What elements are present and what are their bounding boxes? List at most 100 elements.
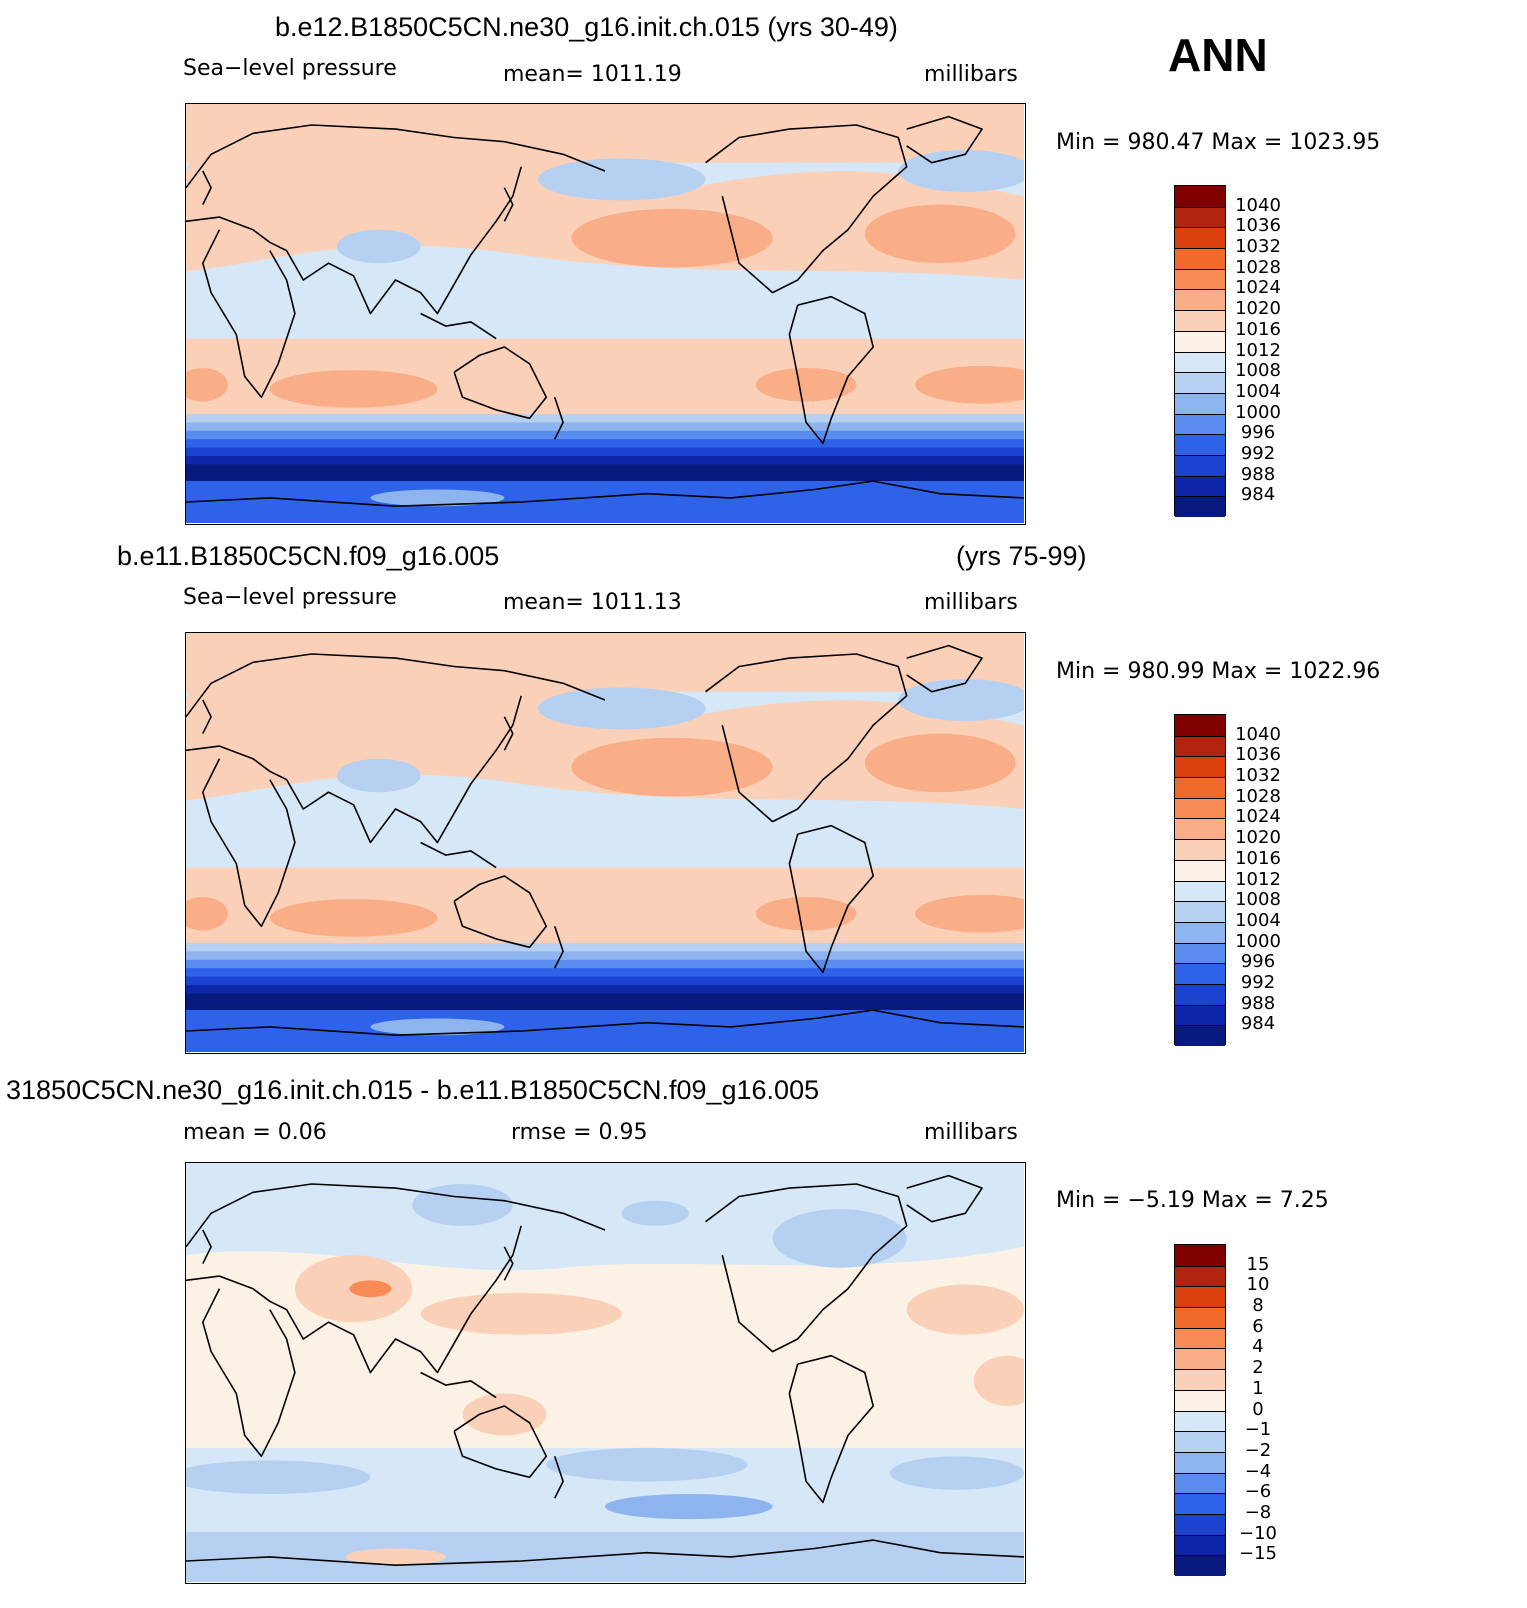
panel3-title: 31850C5CN.ne30_g16.init.ch.015 - b.e11.B…: [6, 1075, 820, 1105]
panel3-colorbar: [1174, 1244, 1226, 1576]
colorbar-swatch: [1175, 330, 1225, 352]
colorbar-label: 1008: [1235, 360, 1281, 382]
colorbar-swatch: [1175, 248, 1225, 269]
colorbar-swatch: [1175, 413, 1225, 435]
colorbar-swatch: [1175, 310, 1225, 331]
colorbar-label: 992: [1240, 971, 1276, 993]
colorbar-swatch: [1175, 756, 1225, 778]
colorbar-label: −1: [1244, 1419, 1272, 1441]
colorbar-swatch: [1175, 1534, 1225, 1556]
panel1-title: b.e12.B1850C5CN.ne30_g16.init.ch.015 (yr…: [275, 12, 898, 42]
panel1-minmax: Min = 980.47 Max = 1023.95: [1056, 130, 1381, 155]
colorbar-label: 1036: [1235, 215, 1281, 237]
colorbar-swatch: [1175, 797, 1225, 819]
colorbar-swatch: [1175, 1493, 1225, 1514]
colorbar-label: 1040: [1235, 194, 1281, 216]
colorbar-swatch: [1175, 268, 1225, 290]
colorbar-swatch: [1175, 921, 1225, 943]
panel2-years: (yrs 75-99): [956, 541, 1087, 571]
colorbar-swatch: [1175, 735, 1225, 757]
panel2-map: [185, 632, 1026, 1054]
panel2-colorbar: [1174, 714, 1226, 1046]
panel1-units: millibars: [924, 62, 1018, 87]
colorbar-label: 996: [1240, 422, 1276, 444]
panel2-title: b.e11.B1850C5CN.f09_g16.005: [117, 541, 500, 571]
colorbar-swatch: [1175, 1004, 1225, 1026]
colorbar-swatch: [1175, 983, 1225, 1005]
colorbar-label: −2: [1244, 1439, 1272, 1461]
colorbar-swatch: [1175, 454, 1225, 476]
colorbar-swatch: [1175, 1513, 1225, 1535]
panel2-variable: Sea−level pressure: [183, 585, 397, 610]
colorbar-swatch: [1175, 839, 1225, 860]
colorbar-label: 1028: [1235, 785, 1281, 807]
colorbar-swatch: [1175, 1265, 1225, 1287]
colorbar-label: −4: [1244, 1460, 1272, 1482]
colorbar-label: −6: [1244, 1481, 1272, 1503]
colorbar-label: 1016: [1235, 847, 1281, 869]
colorbar-swatch: [1175, 434, 1225, 455]
colorbar-label: 1024: [1235, 806, 1281, 828]
colorbar-swatch: [1175, 1555, 1225, 1576]
colorbar-swatch: [1175, 392, 1225, 414]
colorbar-swatch: [1175, 1348, 1225, 1370]
colorbar-label: −10: [1239, 1522, 1277, 1544]
panel3-minmax: Min = −5.19 Max = 7.25: [1056, 1188, 1329, 1213]
panel3-rmse: rmse = 0.95: [511, 1120, 648, 1145]
panel1-map: [185, 103, 1026, 525]
colorbar-label: 15: [1246, 1253, 1270, 1275]
colorbar-swatch: [1175, 859, 1225, 881]
colorbar-label: 4: [1252, 1336, 1264, 1358]
colorbar-swatch: [1175, 715, 1225, 736]
colorbar-label: −8: [1244, 1501, 1272, 1523]
panel2-units: millibars: [924, 590, 1018, 615]
colorbar-swatch: [1175, 1369, 1225, 1390]
panel2-minmax: Min = 980.99 Max = 1022.96: [1056, 659, 1381, 684]
season-label: ANN: [1168, 29, 1268, 81]
colorbar-swatch: [1175, 1389, 1225, 1411]
colorbar-swatch: [1175, 351, 1225, 373]
colorbar-label: 984: [1240, 484, 1276, 506]
colorbar-label: 984: [1240, 1013, 1276, 1035]
colorbar-swatch: [1175, 496, 1225, 517]
colorbar-swatch: [1175, 372, 1225, 393]
colorbar-swatch: [1175, 818, 1225, 840]
colorbar-swatch: [1175, 206, 1225, 228]
colorbar-swatch: [1175, 1245, 1225, 1266]
colorbar-swatch: [1175, 901, 1225, 922]
panel3-map: [185, 1162, 1026, 1584]
colorbar-swatch: [1175, 942, 1225, 964]
colorbar-swatch: [1175, 1472, 1225, 1494]
colorbar-label: 992: [1240, 442, 1276, 464]
colorbar-label: 988: [1240, 463, 1276, 485]
panel1-variable: Sea−level pressure: [183, 56, 397, 81]
colorbar-label: 2: [1252, 1357, 1264, 1379]
colorbar-label: 1032: [1235, 765, 1281, 787]
colorbar-label: 0: [1252, 1398, 1264, 1420]
colorbar-swatch: [1175, 963, 1225, 984]
colorbar-label: 8: [1252, 1295, 1264, 1317]
colorbar-swatch: [1175, 1327, 1225, 1349]
colorbar-swatch: [1175, 475, 1225, 497]
colorbar-label: 996: [1240, 951, 1276, 973]
colorbar-swatch: [1175, 777, 1225, 798]
colorbar-label: 1000: [1235, 401, 1281, 423]
colorbar-label: 988: [1240, 992, 1276, 1014]
colorbar-label: 10: [1246, 1274, 1270, 1296]
colorbar-label: 1028: [1235, 256, 1281, 278]
colorbar-swatch: [1175, 1410, 1225, 1432]
colorbar-label: 1036: [1235, 744, 1281, 766]
panel3-mean: mean = 0.06: [183, 1120, 327, 1145]
colorbar-label: 1004: [1235, 909, 1281, 931]
colorbar-label: 1040: [1235, 723, 1281, 745]
colorbar-label: 1000: [1235, 930, 1281, 952]
colorbar-label: 1032: [1235, 236, 1281, 258]
colorbar-label: 1012: [1235, 868, 1281, 890]
colorbar-swatch: [1175, 1451, 1225, 1473]
panel2-mean: mean= 1011.13: [503, 590, 682, 615]
colorbar-swatch: [1175, 227, 1225, 249]
colorbar-label: 1016: [1235, 318, 1281, 340]
panel1-mean: mean= 1011.19: [503, 62, 682, 87]
colorbar-label: 1: [1252, 1377, 1264, 1399]
colorbar-swatch: [1175, 289, 1225, 311]
